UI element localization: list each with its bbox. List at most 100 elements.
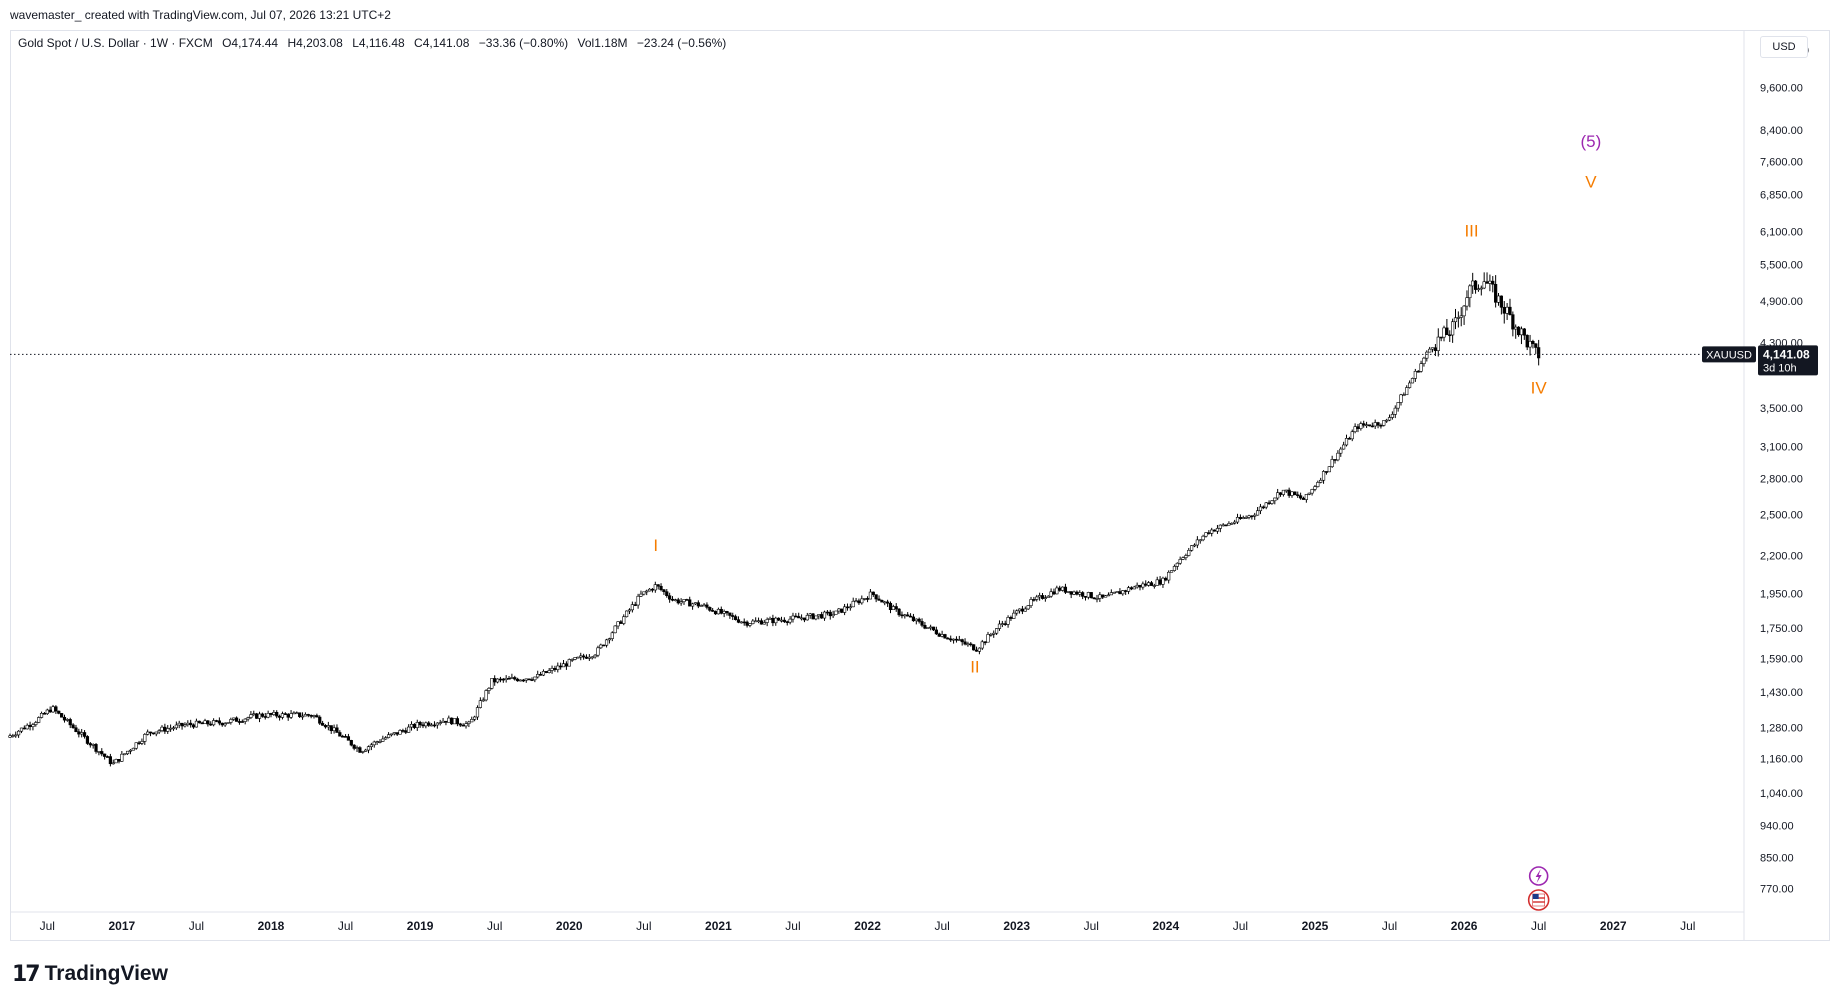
candle-body — [1330, 459, 1334, 467]
price-tick-label: 8,400.00 — [1760, 125, 1803, 137]
currency-selector[interactable]: USD — [1760, 36, 1808, 58]
candle-body — [105, 756, 110, 758]
time-tick-label: 2017 — [109, 919, 136, 933]
candle-body — [774, 617, 778, 624]
candle-body — [82, 732, 87, 737]
candle-body — [223, 723, 227, 726]
candle-body — [923, 625, 927, 629]
candle-body — [1118, 591, 1122, 595]
legend-volume: Vol1.18M — [577, 36, 628, 50]
candle-body — [940, 634, 944, 637]
candle-body — [1023, 608, 1027, 612]
candle-body — [17, 730, 21, 736]
legend-symbol[interactable]: Gold Spot / U.S. Dollar · 1W · FXCM — [18, 36, 213, 50]
candle-body — [341, 735, 345, 738]
candle-body — [120, 753, 124, 762]
candle-body — [561, 663, 566, 668]
candle-body — [1367, 424, 1372, 427]
candle-body — [719, 608, 723, 614]
candle-body — [1293, 491, 1297, 496]
candle-body — [685, 599, 689, 601]
candle-body — [1238, 517, 1242, 519]
candle-body — [874, 594, 878, 600]
candle-body — [639, 593, 643, 597]
candle-body — [1327, 466, 1331, 473]
candle-body — [1000, 623, 1004, 625]
candle-body — [280, 713, 285, 718]
candle-body — [567, 659, 571, 667]
candle-body — [1473, 280, 1478, 290]
tradingview-brand[interactable]: 17 TradingView — [12, 960, 168, 988]
candle-body — [493, 678, 497, 683]
candle-body — [134, 742, 138, 749]
candle-body — [229, 719, 233, 723]
candle-body — [1433, 347, 1438, 351]
candle-body — [716, 608, 721, 615]
candle-body — [713, 611, 718, 615]
candle-body — [1399, 394, 1403, 403]
candle-body — [1324, 471, 1329, 473]
candle-body — [799, 617, 804, 620]
candle-body — [825, 611, 829, 614]
candle-body — [1032, 599, 1036, 601]
candle-body — [140, 741, 144, 744]
time-tick-label: 2022 — [854, 919, 881, 933]
candle-body — [834, 610, 838, 615]
candle-body — [840, 608, 844, 613]
candle-body — [54, 706, 58, 712]
legend-close: C4,141.08 — [414, 36, 470, 50]
legend-low: L4,116.48 — [352, 36, 405, 50]
candle-body — [174, 724, 178, 729]
candle-body — [1141, 583, 1145, 588]
candle-body — [398, 730, 402, 735]
candle-body — [593, 654, 597, 658]
candle-body — [191, 724, 196, 728]
candle-body — [822, 611, 827, 619]
candle-body — [1333, 459, 1337, 461]
candle-body — [295, 712, 299, 715]
candle-body — [1278, 492, 1283, 495]
candle-body — [851, 600, 855, 608]
candle-body — [1448, 334, 1452, 337]
candle-body — [309, 715, 313, 717]
candle-body — [989, 634, 993, 636]
chart-frame[interactable] — [10, 30, 1830, 941]
candle-body — [481, 699, 485, 702]
candle-body — [263, 716, 267, 718]
candle-body — [51, 706, 55, 713]
candle-body — [117, 758, 121, 762]
candle-body — [1015, 610, 1019, 614]
candle-body — [1359, 423, 1363, 429]
candle-body — [108, 756, 112, 765]
candle-body — [645, 590, 649, 593]
candle-body — [705, 604, 709, 608]
candle-body — [94, 744, 98, 752]
price-tag-value: 4,141.08 — [1763, 347, 1810, 361]
candle-body — [1201, 535, 1205, 541]
candle-body — [1103, 595, 1108, 598]
candle-body — [929, 626, 933, 629]
candle-body — [206, 720, 210, 725]
candle-body — [452, 718, 457, 725]
candle-body — [897, 608, 901, 616]
candle-body — [128, 749, 133, 752]
wave-label: (5) — [1580, 132, 1601, 151]
candle-body — [1063, 586, 1068, 593]
candle-body — [137, 742, 141, 745]
candle-body — [673, 599, 677, 602]
candle-body — [688, 599, 692, 607]
candle-body — [802, 617, 807, 621]
legend-high: H4,203.08 — [287, 36, 343, 50]
candle-body — [507, 677, 511, 680]
candle-body — [255, 713, 259, 719]
candle-body — [1264, 502, 1268, 508]
candle-body — [88, 743, 92, 746]
candle-body — [1207, 532, 1211, 534]
price-tick-label: 1,160.00 — [1760, 754, 1803, 766]
candle-body — [619, 621, 623, 624]
candle-body — [931, 626, 936, 631]
tradingview-logo: 17 — [12, 961, 41, 987]
candle-body — [1439, 336, 1443, 339]
wave-label: II — [970, 658, 979, 677]
